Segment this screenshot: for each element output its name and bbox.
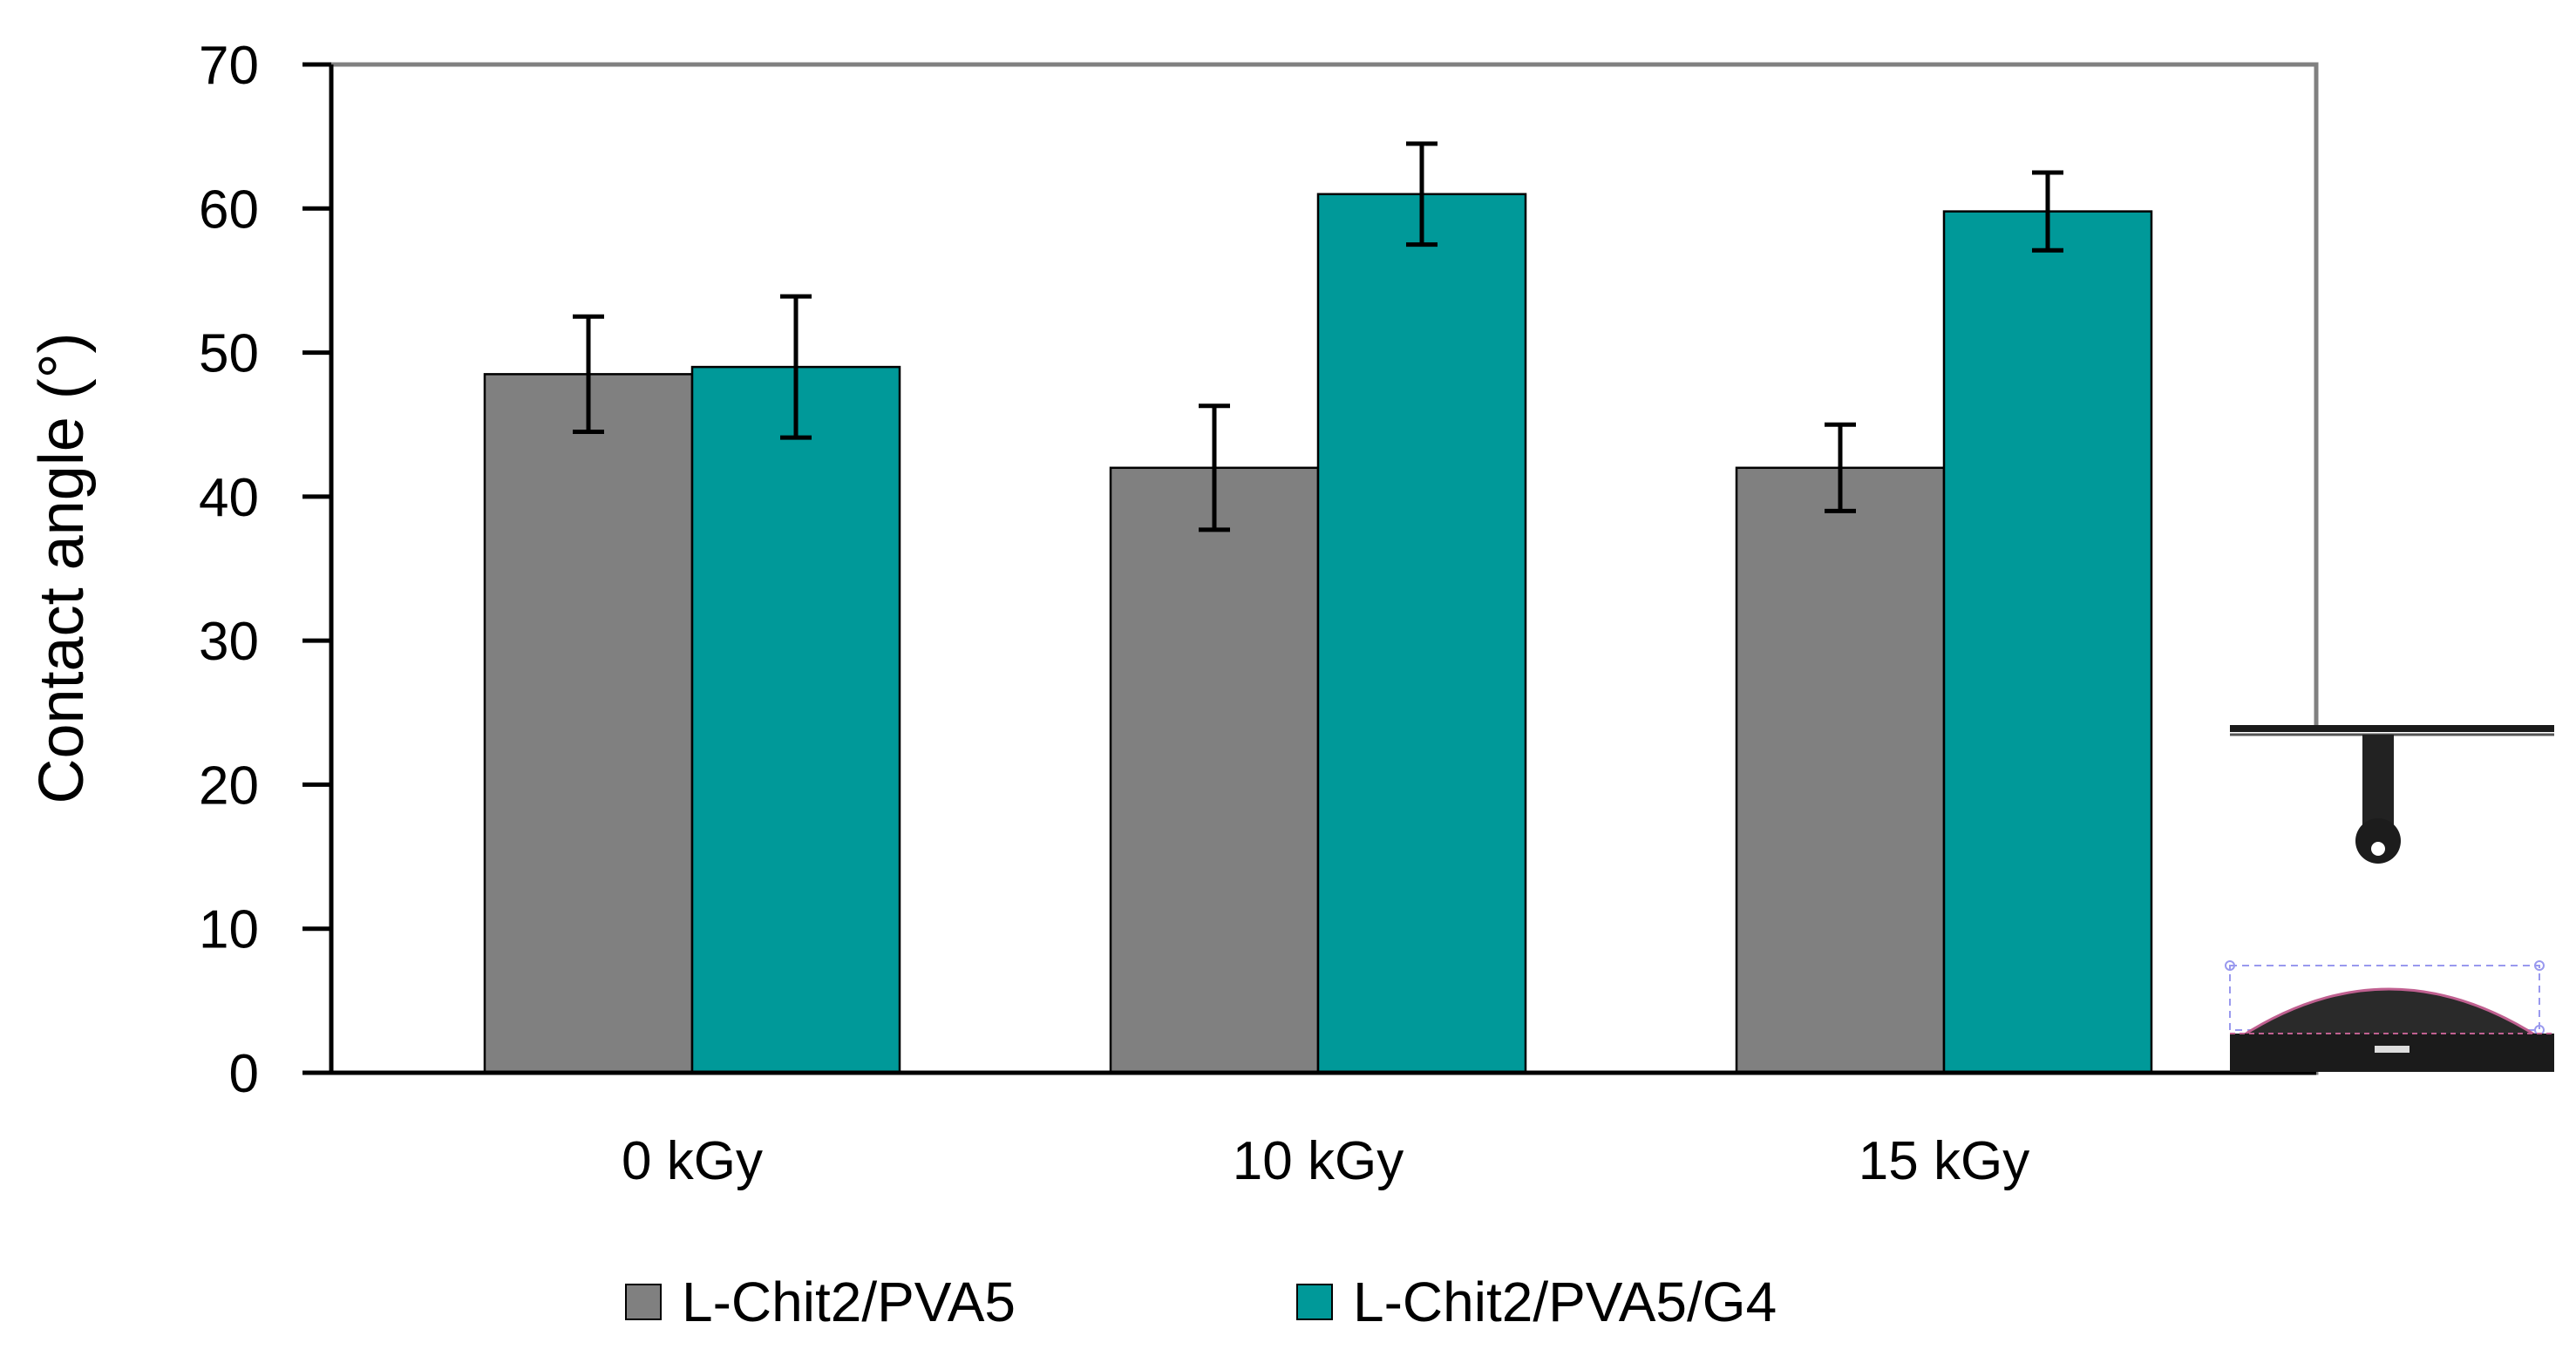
y-tick-label-20: 20 [199,756,259,816]
bar-1-10-kgy [1109,466,1320,1074]
legend-label-series-1: L-Chit2/PVA5 [682,1271,1016,1333]
bar-1-15-kgy [1735,466,1946,1074]
x-tick-label-10-kgy: 10 kGy [1233,1131,1404,1191]
bar-2-10-kgy [1316,193,1527,1074]
error-bar-2-10-kgy [1406,141,1438,247]
legend-label-series-2: L-Chit2/PVA5/G4 [1353,1271,1777,1333]
bar-1-0-kgy [483,373,694,1074]
droplet-inset-image [2225,725,2554,1072]
error-bar-1-15-kgy [1825,422,1856,513]
y-tick-label-70: 70 [199,36,259,96]
error-bar-2-15-kgy [2032,170,2063,253]
y-tick-label-0: 0 [229,1044,259,1104]
y-tick-label-30: 30 [199,612,259,672]
bar-2-0-kgy [690,365,901,1074]
y-tick-label-50: 50 [199,324,259,384]
x-tick-label-15-kgy: 15 kGy [1859,1131,2029,1191]
x-tick-labels-group: 0 kGy 10 kGy 15 kGy [622,1131,2029,1191]
legend-swatch-series-1 [625,1284,662,1320]
y-tick-label-10: 10 [199,900,259,960]
error-bar-1-10-kgy [1199,403,1230,532]
legend: L-Chit2/PVA5 L-Chit2/PVA5/G4 [625,1271,1777,1333]
y-ticks-group: 0 10 20 30 40 50 60 70 [199,36,331,1104]
bar-2-15-kgy [1942,210,2153,1074]
y-tick-label-40: 40 [199,468,259,528]
y-axis-title: Contact angle (°) [27,332,97,803]
bars-group [483,193,2153,1074]
error-bars-group [573,141,2063,532]
x-tick-label-0-kgy: 0 kGy [622,1131,763,1191]
y-tick-label-60: 60 [199,180,259,240]
error-bar-1-0-kgy [573,314,604,434]
error-bar-2-0-kgy [780,294,812,440]
legend-swatch-series-2 [1296,1284,1333,1320]
